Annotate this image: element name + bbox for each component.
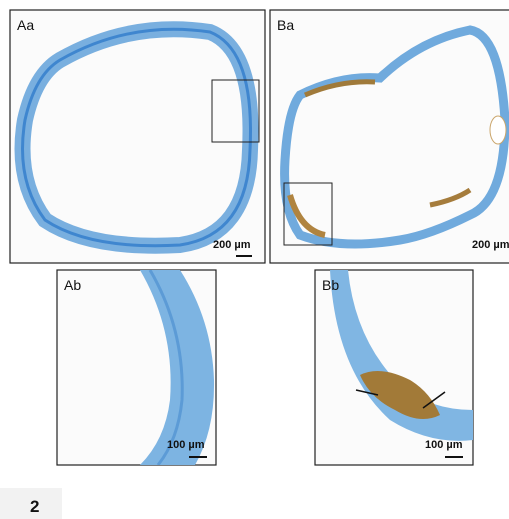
scale-bar-label: 200 µm (213, 239, 251, 251)
panel-ab: Ab 100 µm (57, 270, 216, 465)
panel-label: Aa (17, 17, 34, 33)
page: Aa 200 µm Ba 200 µm Ab 100 µm (0, 0, 509, 519)
lumen-gap (490, 116, 506, 144)
figure-number: 2 (30, 497, 39, 516)
panel-label: Ba (277, 17, 294, 33)
panel-label: Ab (64, 277, 81, 293)
panel-ba: Ba 200 µm (270, 10, 509, 263)
scale-bar-label: 100 µm (425, 439, 463, 451)
panel-aa: Aa 200 µm (10, 10, 265, 263)
panel-label: Bb (322, 277, 339, 293)
figure: Aa 200 µm Ba 200 µm Ab 100 µm (0, 0, 509, 519)
scale-bar-label: 200 µm (472, 239, 509, 251)
scale-bar-label: 100 µm (167, 439, 205, 451)
panel-bb: Bb 100 µm (315, 270, 473, 465)
